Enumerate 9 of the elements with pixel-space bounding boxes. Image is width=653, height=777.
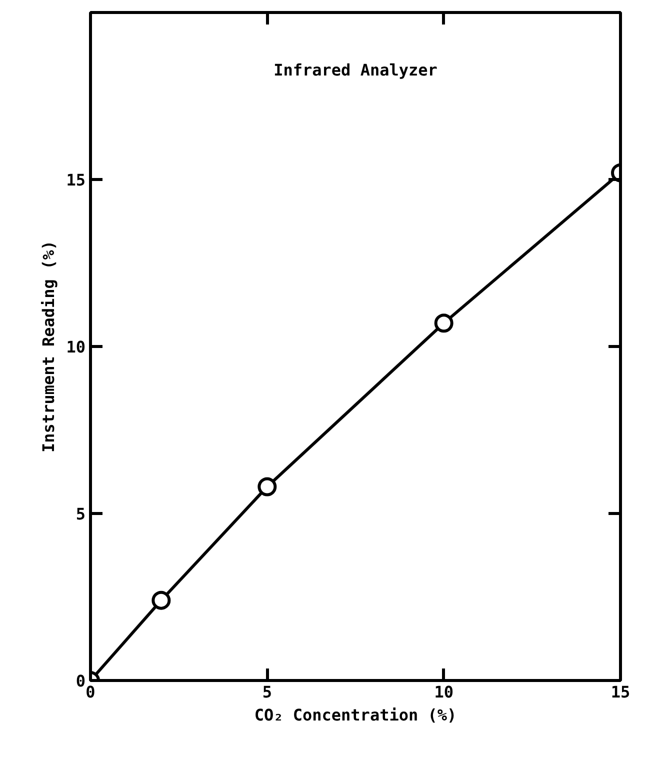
x-tick-label: 10	[434, 682, 454, 702]
y-axis-title: Instrument Reading (%)	[39, 240, 58, 452]
x-tick-label: 5	[262, 682, 272, 702]
x-axis-title: CO₂ Concentration (%)	[254, 706, 457, 724]
x-tick-label: 15	[610, 682, 630, 702]
y-tick-label: 15	[66, 170, 86, 190]
y-tick-label: 5	[76, 504, 86, 524]
y-tick-label: 10	[66, 338, 86, 356]
annotation: Infrared Analyzer	[274, 60, 438, 80]
